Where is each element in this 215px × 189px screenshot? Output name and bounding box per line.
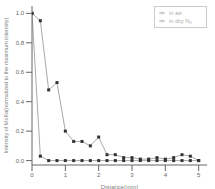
html-text:in air: in air xyxy=(169,10,182,16)
svg-text:1.0: 1.0 xyxy=(16,10,25,16)
svg-text:0.6: 0.6 xyxy=(16,69,25,75)
svg-text:0.8: 0.8 xyxy=(16,40,25,46)
svg-text:1: 1 xyxy=(64,172,68,178)
svg-text:2: 2 xyxy=(97,172,101,178)
svg-text:0.0: 0.0 xyxy=(16,158,25,164)
svg-text:0.4: 0.4 xyxy=(16,99,25,105)
svg-text:Intensity of MoKα(normalized t: Intensity of MoKα(normalized to the maxi… xyxy=(8,18,9,154)
svg-text:3: 3 xyxy=(130,172,134,178)
svg-text:0: 0 xyxy=(30,172,34,178)
html-text:in dry N₂: in dry N₂ xyxy=(169,18,192,24)
svg-text:Distance(mm): Distance(mm) xyxy=(101,184,138,189)
svg-text:0.2: 0.2 xyxy=(16,128,25,134)
svg-text:4: 4 xyxy=(164,172,168,178)
svg-text:5: 5 xyxy=(197,172,201,178)
